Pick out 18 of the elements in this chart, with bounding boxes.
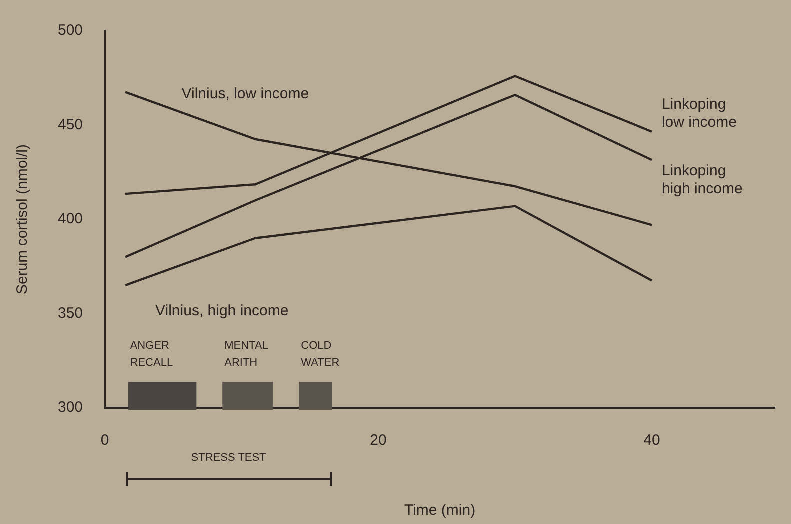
series-label: Linkoping low income [662,96,737,131]
x-axis-title: Time (min) [404,502,476,520]
series-label: Vilnius, low income [182,86,310,103]
y-tick-label: 400 [58,210,84,228]
band-label: ANGER RECALL [130,340,174,370]
text: STRESS TEST [191,452,266,464]
y-tick-label: 500 [58,22,84,40]
band-label: COLD WATER [301,340,340,370]
y-tick-label: 450 [58,116,84,134]
series-label: Vilnius, high income [156,302,289,320]
series-label: Linkoping high income [662,162,743,198]
band-label: MENTAL ARITH [224,340,268,370]
x-tick-label: 40 [644,432,660,450]
x-tick-label: 20 [370,432,387,450]
y-tick-label: 350 [58,304,84,322]
x-tick-label: 0 [100,432,110,450]
y-tick-label: 300 [58,399,84,416]
y-axis-title: Serum cortisol (nmol/l) [14,144,32,295]
